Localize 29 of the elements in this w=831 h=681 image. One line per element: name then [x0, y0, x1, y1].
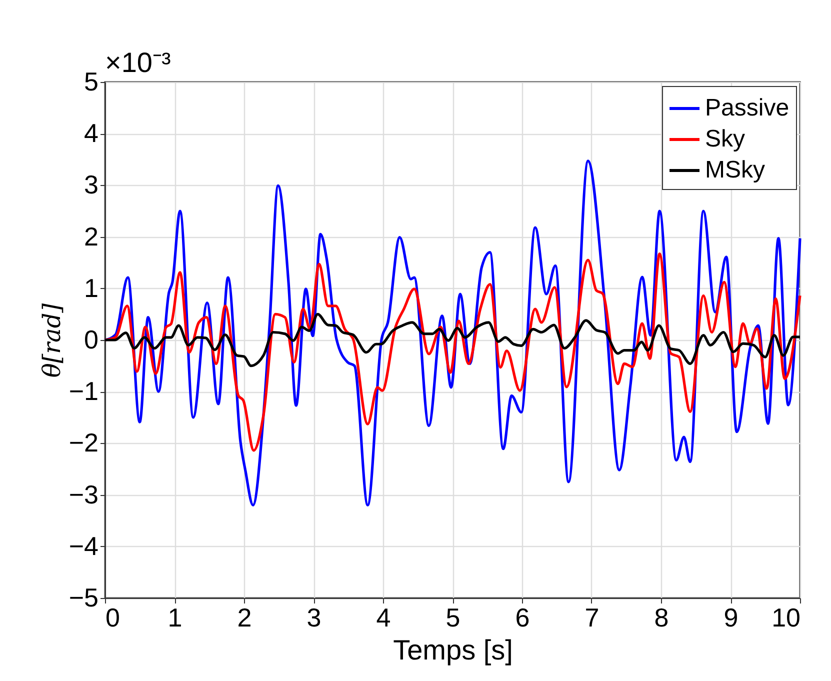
text: ×10⁻³: [105, 47, 171, 78]
y-tick-label: −1: [68, 376, 98, 406]
y-tick-label: −2: [68, 428, 98, 458]
y-tick-label: 2: [84, 221, 98, 252]
legend-label: Sky: [705, 126, 746, 152]
y-tick-label: 5: [84, 66, 98, 96]
y-tick-label: 4: [84, 118, 98, 148]
x-tick-label: 10: [772, 602, 800, 632]
y-axis-title: θ[rad]: [38, 302, 66, 378]
x-tick-label: 3: [306, 602, 322, 632]
x-tick-label: 7: [584, 602, 600, 632]
line-series: [104, 312, 802, 368]
x-tick-label: 0: [106, 602, 120, 632]
x-tick-label: 2: [237, 602, 252, 632]
y-tick-label: −4: [68, 530, 98, 561]
legend-label: MSky: [705, 156, 765, 184]
x-tick-label: 1: [168, 602, 182, 632]
y-tick-label: −3: [68, 479, 98, 510]
x-tick-label: 9: [724, 602, 738, 632]
y-tick-label: −5: [68, 582, 98, 612]
x-tick-label: 6: [515, 602, 530, 632]
x-tick-label: 4: [376, 602, 391, 632]
y-tick-label: 3: [84, 170, 98, 200]
y-tick-label: 1: [84, 272, 98, 303]
legend-label: Passive: [705, 94, 790, 122]
x-tick-label: 8: [654, 602, 669, 632]
x-axis-title: Temps [s]: [393, 634, 513, 666]
y-tick-label: 0: [84, 324, 98, 354]
x-tick-label: 5: [446, 602, 460, 632]
